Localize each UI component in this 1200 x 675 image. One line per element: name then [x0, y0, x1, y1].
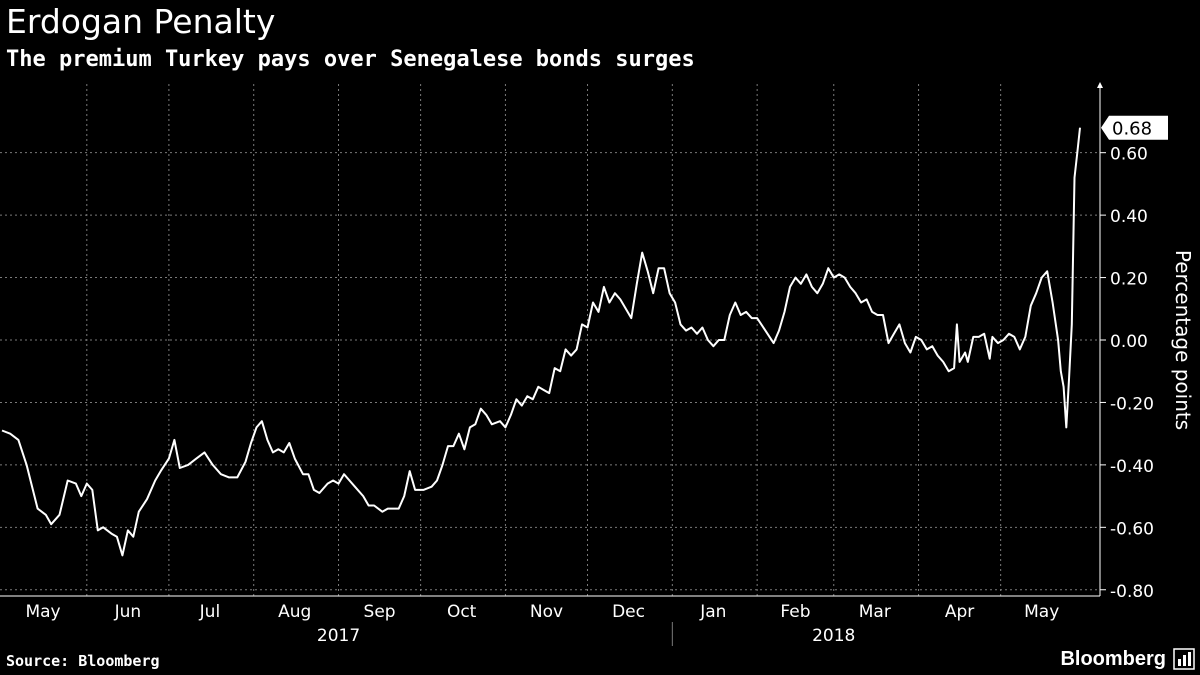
y-tick-label: -0.60	[1110, 519, 1154, 539]
last-value-flag	[1101, 115, 1168, 140]
last-value-label: 0.68	[1112, 119, 1152, 140]
x-tick-label: Nov	[530, 602, 563, 622]
y-tick-label: -0.20	[1110, 394, 1154, 414]
chart-subtitle: The premium Turkey pays over Senegalese …	[6, 47, 695, 72]
series-line	[1, 127, 1081, 557]
x-tick-label: Oct	[447, 602, 477, 622]
series-layer	[1, 127, 1081, 557]
x-year-label: 2018	[812, 626, 855, 646]
brand-logo-text: Bloomberg	[1060, 648, 1166, 670]
x-tick-label: Feb	[780, 602, 810, 622]
x-tick-label: Aug	[278, 602, 311, 622]
y-tick-label: 0.40	[1110, 207, 1148, 227]
x-tick-label: May	[25, 602, 60, 622]
chart-title: Erdogan Penalty	[6, 2, 276, 41]
y-tick-label: 0.00	[1110, 332, 1148, 352]
x-tick-label: Jan	[699, 602, 726, 622]
y-tick-label: -0.40	[1110, 457, 1154, 477]
x-tick-label: Sep	[364, 602, 396, 622]
x-year-label: 2017	[317, 626, 360, 646]
x-tick-label: Mar	[859, 602, 891, 622]
y-tick-label: 0.20	[1110, 270, 1148, 290]
bloomberg-terminal-icon	[1173, 648, 1195, 670]
axes	[0, 82, 1106, 646]
y-tick-label: -0.80	[1110, 582, 1154, 602]
gridlines	[0, 84, 1100, 596]
x-tick-label: Apr	[945, 602, 974, 622]
y-axis-arrow	[1097, 82, 1103, 88]
source-note: Source: Bloomberg	[6, 652, 160, 670]
x-tick-label: Jun	[114, 602, 142, 622]
y-axis-label: Percentage points	[1171, 250, 1195, 430]
x-tick-label: May	[1024, 602, 1059, 622]
x-tick-label: Dec	[612, 602, 645, 622]
labels: 0.60 0.40 0.20 0.00 -0.20 -0.40 -0.60 -0.80 May J…	[25, 115, 1195, 646]
x-tick-label: Jul	[199, 602, 221, 622]
y-tick-label: 0.60	[1110, 145, 1148, 165]
